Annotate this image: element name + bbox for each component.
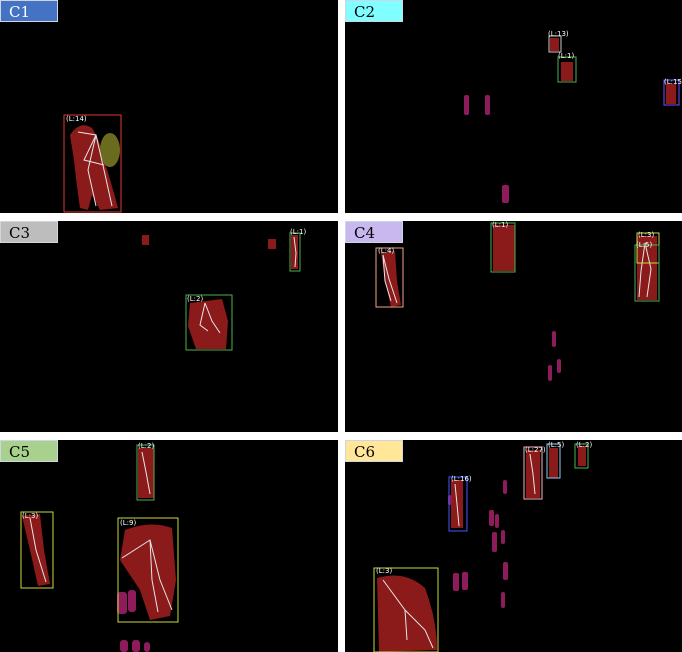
person-silhouette xyxy=(120,524,176,620)
camera-label-c6: C6 xyxy=(345,440,403,462)
person-silhouette-far xyxy=(120,640,128,652)
track-tag: (L:1) xyxy=(290,228,306,236)
c3-scene: (L:1) (L:2) xyxy=(142,228,306,351)
track-tag: (L:5) xyxy=(636,241,652,249)
person-silhouette xyxy=(493,225,515,271)
c4-scene: (L:4) (L:1) (L:3) (L:5) xyxy=(375,221,660,381)
c5-scene: (L:2) (L:3) (L:9) xyxy=(20,442,179,652)
camera-label-c5: C5 xyxy=(0,440,58,462)
person-silhouette-far xyxy=(485,95,490,115)
person-silhouette xyxy=(549,448,558,478)
track-box xyxy=(185,294,233,351)
track-box xyxy=(557,56,577,83)
track-tag: (L:1) xyxy=(558,52,574,60)
track-tag: (L:3) xyxy=(376,567,392,575)
person-silhouette-far xyxy=(268,239,276,249)
person-silhouette-far xyxy=(132,640,140,652)
pose-skeleton xyxy=(77,131,113,207)
track-tag: (L:5) xyxy=(548,441,564,449)
track-tag: (L:1) xyxy=(492,221,508,229)
track-tag: (L:16) xyxy=(451,475,472,483)
pose-skeleton xyxy=(199,236,297,334)
track-box xyxy=(548,35,562,53)
person-silhouette-far xyxy=(552,331,556,347)
track-tag: (L:3) xyxy=(22,512,38,520)
track-box xyxy=(574,443,589,469)
track-box xyxy=(490,222,516,273)
c6-scene: (L:16) (L:27) (L:5) (L:2) (L:3) xyxy=(373,441,592,652)
person-silhouette xyxy=(377,575,437,652)
track-box xyxy=(523,446,543,500)
track-box xyxy=(289,232,301,272)
track-box xyxy=(373,567,439,652)
camera-label-c2: C2 xyxy=(345,0,403,22)
track-box xyxy=(546,443,561,479)
track-box xyxy=(136,444,155,501)
person-silhouette-far xyxy=(464,95,469,115)
camera-panel-c5: C5 (L:2) (L:3) (L:9) xyxy=(0,440,338,652)
camera-label-c4: C4 xyxy=(345,221,403,243)
track-tag: (L:14) xyxy=(66,115,87,123)
camera-panel-c2: C2 (L:13) (L:1) (L:15 xyxy=(345,0,682,213)
camera-label-c3: C3 xyxy=(0,221,58,243)
person-silhouette-far xyxy=(144,642,150,652)
track-tag: (L:2) xyxy=(576,441,592,449)
track-box xyxy=(448,476,468,532)
person-silhouette-far xyxy=(557,359,561,373)
track-box xyxy=(117,517,179,623)
track-tag: (L:3) xyxy=(638,231,654,239)
track-tag: (L:15 xyxy=(664,78,682,86)
camera-panel-c6: C6 (L:16) (L:27) xyxy=(345,440,682,652)
person-silhouette xyxy=(188,299,228,349)
camera-label-c1: C1 xyxy=(0,0,58,22)
person-silhouette xyxy=(291,235,298,269)
track-box xyxy=(663,79,680,106)
track-box xyxy=(375,247,404,308)
track-box xyxy=(20,511,54,589)
pose-skeleton xyxy=(29,451,173,613)
person-silhouette xyxy=(561,62,573,81)
person-silhouette-far xyxy=(548,365,552,381)
track-tag: (L:9) xyxy=(120,519,136,527)
person-silhouette-far xyxy=(117,592,127,614)
person-silhouette xyxy=(666,84,676,104)
person-silhouette-far xyxy=(502,185,509,203)
track-box xyxy=(63,114,122,213)
person-silhouette-far xyxy=(128,590,136,612)
camera-panel-c4: C4 (L:4) (L:1) (L:3) (L:5) xyxy=(345,221,682,432)
pose-skeleton xyxy=(382,242,652,304)
person-silhouette xyxy=(637,236,657,300)
person-silhouette xyxy=(550,38,559,51)
track-tag: (L:27) xyxy=(525,446,546,454)
track-tag: (L:13) xyxy=(548,30,569,38)
c2-scene: (L:13) (L:1) (L:15 xyxy=(464,30,682,203)
person-silhouette xyxy=(70,125,118,210)
c1-scene: (L:14) xyxy=(63,114,122,213)
object-blob xyxy=(100,133,120,167)
track-box xyxy=(634,244,660,302)
person-silhouette xyxy=(578,446,586,466)
track-tag: (L:4) xyxy=(378,247,394,255)
pose-skeleton xyxy=(382,453,536,649)
track-tag: (L:2) xyxy=(138,442,154,450)
camera-panel-c3: C3 (L:1) (L:2) xyxy=(0,221,338,432)
person-silhouette-far xyxy=(142,235,149,245)
track-tag: (L:2) xyxy=(187,295,203,303)
camera-panel-c1: C1 (L:14) xyxy=(0,0,338,213)
